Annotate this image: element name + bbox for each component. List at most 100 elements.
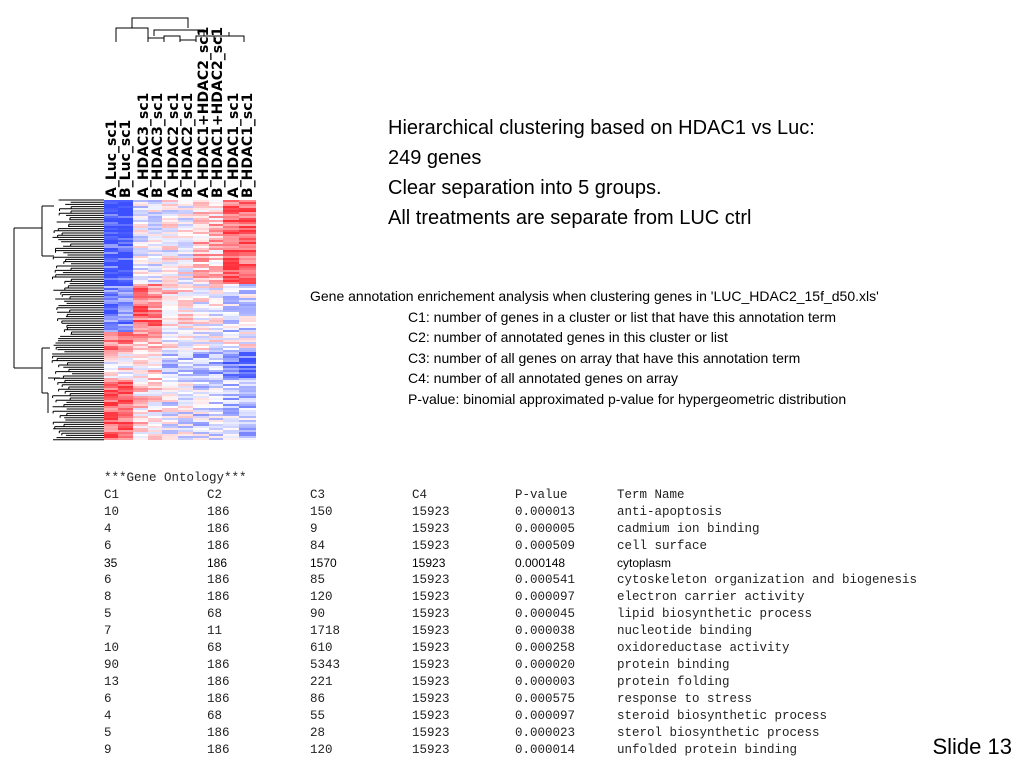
heatmap-cell — [118, 416, 133, 418]
heatmap-cell — [118, 432, 133, 434]
heatmap-cell — [148, 266, 162, 268]
heatmap-cell — [178, 384, 193, 386]
heatmap-cell — [148, 258, 162, 260]
heatmap-cell — [209, 286, 223, 288]
heatmap-cell — [118, 396, 133, 398]
go-term-cell: steroid biosynthetic process — [617, 709, 828, 723]
heatmap-cell — [193, 260, 209, 262]
column-label: B_HDAC1_sc1 — [240, 92, 256, 198]
go-c3-cell: 90 — [310, 607, 326, 621]
heatmap-cell — [133, 330, 148, 332]
heatmap-cell — [223, 344, 239, 346]
heatmap-cell — [148, 326, 162, 328]
heatmap-cell — [104, 426, 118, 428]
heatmap-cell — [148, 282, 162, 284]
heatmap-cell — [162, 214, 178, 216]
heatmap-cell — [118, 372, 133, 374]
heatmap-cell — [239, 342, 256, 344]
heatmap-cell — [148, 408, 162, 410]
heatmap-cell — [223, 334, 239, 336]
heatmap-cell — [209, 422, 223, 424]
heatmap-cell — [209, 216, 223, 218]
heatmap-cell — [178, 202, 193, 204]
heatmap-cell — [118, 202, 133, 204]
heatmap-cell — [104, 304, 118, 306]
heatmap-cell — [209, 360, 223, 362]
heatmap-cell — [178, 334, 193, 336]
heatmap-cell — [133, 360, 148, 362]
heatmap-cell — [223, 434, 239, 436]
heatmap-cell — [178, 310, 193, 312]
heatmap-cell — [104, 368, 118, 370]
heatmap-cell — [162, 322, 178, 324]
heatmap-cell — [148, 378, 162, 380]
heatmap-cell — [209, 240, 223, 242]
heatmap-cell — [223, 280, 239, 282]
heatmap-cell — [239, 418, 256, 420]
go-c2-cell: 186 — [207, 539, 230, 553]
heatmap-cell — [118, 296, 133, 298]
heatmap-cell — [162, 360, 178, 362]
heatmap-cell — [148, 356, 162, 358]
heatmap-cell — [133, 208, 148, 210]
heatmap-cell — [239, 374, 256, 376]
go-c1-cell: 5 — [104, 607, 112, 621]
heatmap-cell — [104, 434, 118, 436]
heatmap-cell — [162, 266, 178, 268]
heatmap-cell — [162, 258, 178, 260]
heatmap-cell — [209, 326, 223, 328]
heatmap-cell — [162, 354, 178, 356]
go-c4-cell: 15923 — [412, 641, 450, 655]
heatmap-cell — [148, 384, 162, 386]
heatmap-cell — [162, 270, 178, 272]
go-c2-cell: 186 — [207, 505, 230, 519]
heatmap-cell — [162, 376, 178, 378]
heatmap-cell — [133, 284, 148, 286]
heatmap-cell — [209, 394, 223, 396]
heatmap-cell — [239, 202, 256, 204]
heatmap-cell — [223, 290, 239, 292]
heatmap-cell — [104, 284, 118, 286]
heatmap-cell — [148, 206, 162, 208]
heatmap-cell — [223, 378, 239, 380]
column-label: B_HDAC2_sc1 — [180, 92, 196, 198]
go-c3-cell: 1718 — [310, 624, 341, 638]
heatmap-cell — [193, 370, 209, 372]
heatmap-cell — [223, 224, 239, 226]
heatmap-cell — [148, 290, 162, 292]
heatmap-cell — [118, 328, 133, 330]
heatmap-cell — [148, 288, 162, 290]
heatmap-cell — [104, 344, 118, 346]
heatmap-cell — [104, 402, 118, 404]
go-c3-cell: 120 — [310, 743, 333, 757]
heatmap-cell — [239, 350, 256, 352]
heatmap-cell — [162, 234, 178, 236]
heatmap-cell — [148, 244, 162, 246]
heatmap-cell — [148, 394, 162, 396]
heatmap-cell — [133, 218, 148, 220]
heatmap-cell — [133, 390, 148, 392]
heatmap-cell — [162, 226, 178, 228]
heatmap-cell — [148, 328, 162, 330]
heatmap-cell — [239, 416, 256, 418]
heatmap-cell — [209, 306, 223, 308]
heatmap-cell — [178, 370, 193, 372]
heatmap-cell — [148, 386, 162, 388]
heatmap-cell — [104, 412, 118, 414]
heatmap-cell — [118, 272, 133, 274]
heatmap-cell — [148, 232, 162, 234]
heatmap-cell — [104, 378, 118, 380]
heatmap-cell — [118, 258, 133, 260]
go-c2-cell: 186 — [207, 726, 230, 740]
heatmap-cell — [162, 426, 178, 428]
heatmap-cell — [178, 392, 193, 394]
heatmap-cell — [133, 420, 148, 422]
heatmap-cell — [148, 254, 162, 256]
go-c1-cell: 10 — [104, 505, 120, 519]
heatmap-cell — [104, 372, 118, 374]
heatmap-cell — [193, 316, 209, 318]
heatmap-cell — [133, 274, 148, 276]
heatmap-cell — [133, 290, 148, 292]
heatmap-cell — [162, 228, 178, 230]
go-term-cell: nucleotide binding — [617, 624, 753, 638]
